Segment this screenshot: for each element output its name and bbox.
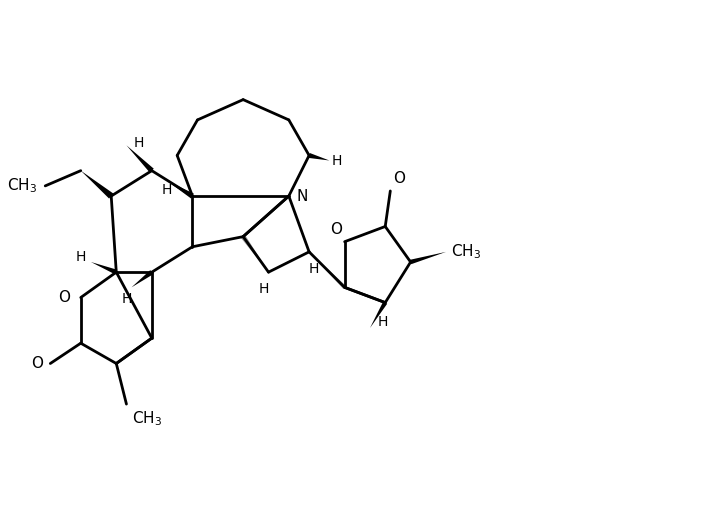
Polygon shape xyxy=(81,171,114,199)
Polygon shape xyxy=(91,262,117,275)
Text: H: H xyxy=(76,250,86,264)
Text: CH$_3$: CH$_3$ xyxy=(7,177,38,195)
Text: H: H xyxy=(162,183,172,198)
Text: O: O xyxy=(31,356,43,371)
Text: O: O xyxy=(330,222,342,237)
Text: H: H xyxy=(121,292,132,307)
Text: O: O xyxy=(393,171,405,186)
Polygon shape xyxy=(309,252,346,289)
Text: N: N xyxy=(296,189,308,203)
Text: O: O xyxy=(59,290,71,305)
Text: H: H xyxy=(332,154,342,168)
Text: CH$_3$: CH$_3$ xyxy=(451,243,481,261)
Polygon shape xyxy=(127,145,154,172)
Polygon shape xyxy=(309,153,329,160)
Polygon shape xyxy=(410,252,446,264)
Polygon shape xyxy=(167,181,194,199)
Polygon shape xyxy=(241,235,269,272)
Text: H: H xyxy=(134,136,144,150)
Text: H: H xyxy=(309,262,320,276)
Text: H: H xyxy=(258,282,269,296)
Polygon shape xyxy=(370,301,387,328)
Text: CH$_3$: CH$_3$ xyxy=(132,409,162,428)
Polygon shape xyxy=(132,270,154,287)
Text: H: H xyxy=(378,315,388,329)
